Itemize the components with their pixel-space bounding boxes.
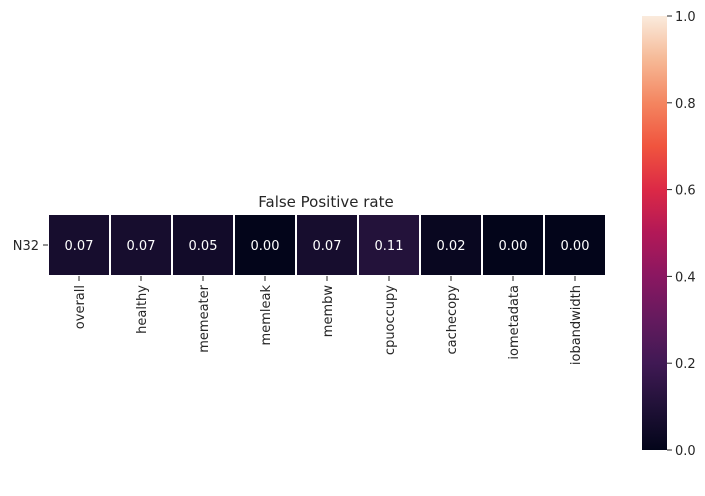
- row-label: N32: [13, 239, 39, 254]
- column-label: iobandwidth: [569, 285, 584, 365]
- column-label: cpuoccupy: [383, 285, 398, 355]
- chart-title: False Positive rate: [258, 193, 393, 211]
- cell-value-label: 0.00: [251, 239, 280, 254]
- column-label: membw: [321, 285, 336, 338]
- heatmap-cell-cpuoccupy: [357, 213, 421, 277]
- column-label: iometadata: [507, 285, 522, 360]
- colorbar-tick-label: 0.4: [675, 270, 696, 285]
- cell-value-label: 0.02: [437, 239, 466, 254]
- colorbar-gradient: [642, 16, 667, 450]
- colorbar-tick-label: 0.6: [675, 184, 696, 199]
- cell-value-label: 0.07: [313, 239, 342, 254]
- column-label: healthy: [135, 285, 150, 334]
- row-axis: N32: [13, 239, 48, 254]
- cell-value-label: 0.00: [561, 239, 590, 254]
- column-label: memleak: [259, 285, 274, 346]
- colorbar-tick-label: 0.8: [675, 97, 696, 112]
- column-label: overall: [73, 285, 88, 329]
- heatmap-cell-iometadata: [481, 213, 545, 277]
- heatmap-cells: 0.07 0.07 0.05 0.00 0.07 0.11 0.02 0.00 0.00: [47, 213, 607, 277]
- colorbar: 0.0 0.2 0.4 0.6 0.8 1.0: [642, 10, 696, 459]
- cell-value-label: 0.11: [375, 239, 404, 254]
- cell-value-label: 0.05: [189, 239, 218, 254]
- cell-value-label: 0.07: [65, 239, 94, 254]
- heatmap-cell-healthy: [109, 213, 173, 277]
- column-label: memeater: [197, 284, 212, 352]
- colorbar-tick-label: 0.0: [675, 444, 696, 459]
- colorbar-tick-label: 0.2: [675, 357, 696, 372]
- cell-value-label: 0.00: [499, 239, 528, 254]
- column-label: cachecopy: [445, 285, 460, 355]
- colorbar-tick-label: 1.0: [675, 10, 696, 25]
- column-axis: overall healthy memeater memleak membw cpuocc…: [73, 276, 584, 365]
- cell-value-label: 0.07: [127, 239, 156, 254]
